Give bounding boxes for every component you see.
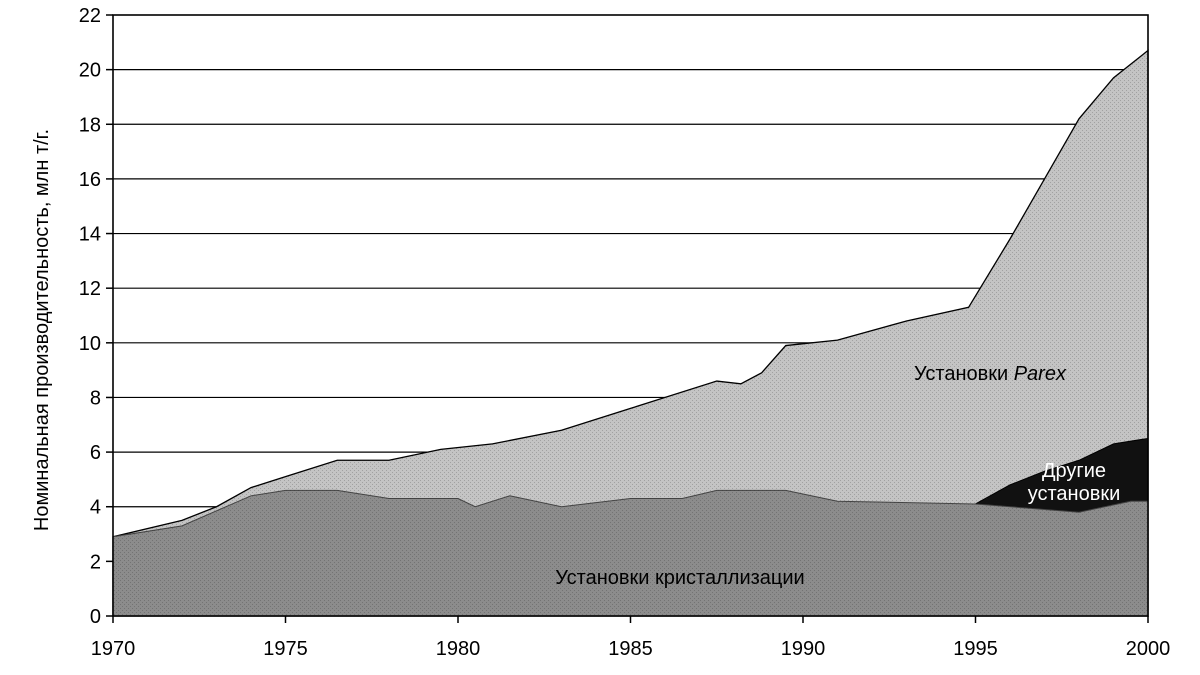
y-tick-label-10: 10 — [79, 333, 101, 355]
y-tick-label-16: 16 — [79, 169, 101, 191]
y-tick-label-6: 6 — [90, 442, 101, 464]
series-label-parex-prefix: Установки — [914, 363, 1014, 385]
chart-areas — [112, 49, 1149, 617]
x-tick-label-1995: 1995 — [953, 638, 998, 660]
area-crystallization-texture — [113, 490, 1148, 616]
y-tick-label-4: 4 — [90, 497, 101, 519]
series-label-crystallization: Установки кристаллизации — [555, 567, 804, 589]
series-label-parex: Установки Parex — [914, 363, 1067, 385]
y-tick-label-12: 12 — [79, 278, 101, 300]
x-tick-label-2000: 2000 — [1126, 638, 1171, 660]
y-tick-label-14: 14 — [79, 224, 101, 246]
x-tick-label-1970: 1970 — [91, 638, 136, 660]
x-tick-label-1990: 1990 — [781, 638, 826, 660]
x-axis-ticks: 1970 1975 1980 1985 1990 1995 2000 — [91, 616, 1171, 660]
y-tick-label-8: 8 — [90, 387, 101, 409]
y-tick-label-2: 2 — [90, 551, 101, 573]
x-tick-label-1980: 1980 — [436, 638, 481, 660]
y-tick-label-20: 20 — [79, 60, 101, 82]
x-tick-label-1985: 1985 — [608, 638, 653, 660]
y-tick-label-22: 22 — [79, 5, 101, 27]
area-parex-texture — [113, 50, 1148, 617]
series-label-other-line1: Другие — [1042, 460, 1106, 482]
y-axis-ticks: 0 2 4 6 8 10 12 14 16 18 20 22 — [79, 5, 113, 628]
series-label-other-line2: установки — [1028, 483, 1121, 505]
x-tick-label-1975: 1975 — [263, 638, 308, 660]
y-tick-label-18: 18 — [79, 114, 101, 136]
y-tick-label-0: 0 — [90, 606, 101, 628]
y-axis-title: Номинальная производительность, млн т/г. — [31, 129, 53, 531]
series-label-parex-italic: Parex — [1014, 363, 1067, 385]
